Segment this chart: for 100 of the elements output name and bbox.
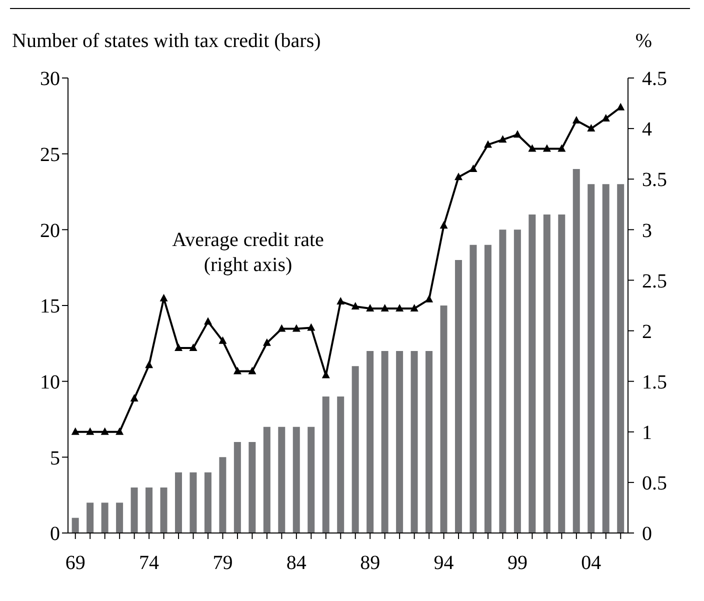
bar [617, 184, 624, 533]
x-tick-label: 04 [581, 552, 602, 574]
point [307, 323, 316, 331]
bar [86, 502, 94, 533]
point [484, 140, 492, 148]
point [528, 144, 536, 152]
bar [337, 396, 344, 533]
point [189, 343, 198, 351]
y-tick-label: 0 [50, 523, 60, 546]
x-tick-label: 74 [139, 552, 160, 574]
y2-tick-label: 3 [642, 220, 652, 242]
bar [174, 472, 182, 533]
bar [130, 488, 138, 533]
bar [263, 426, 270, 533]
bar [248, 442, 256, 533]
bar [146, 488, 153, 533]
bar [484, 244, 492, 533]
point [572, 116, 580, 124]
y-tick-label: 20 [40, 220, 60, 242]
bar [101, 502, 108, 533]
point [380, 304, 389, 312]
point [204, 317, 212, 325]
bar [558, 214, 566, 533]
y2-tick-label: 0 [642, 523, 652, 546]
x-tick-label: 79 [212, 552, 233, 574]
bar [381, 351, 388, 533]
point [410, 304, 418, 312]
bar [528, 214, 536, 533]
bar [410, 351, 418, 533]
bar [278, 426, 286, 533]
bar [440, 306, 448, 533]
y2-tick-label: 0.5 [642, 472, 667, 495]
y-tick-label: 15 [40, 296, 60, 318]
y2-axis-title: % [635, 30, 652, 53]
y-tick-label: 5 [50, 447, 60, 470]
x-tick-label: 84 [286, 552, 306, 574]
point [513, 130, 522, 138]
point [174, 343, 183, 351]
bar [470, 244, 477, 533]
point [587, 124, 596, 132]
point [116, 427, 124, 435]
point [248, 366, 256, 374]
y-tick-label: 25 [40, 144, 60, 166]
point [130, 394, 138, 402]
y2-tick-label: 4 [642, 118, 652, 141]
point [440, 221, 448, 229]
point [322, 370, 330, 378]
bar [292, 426, 300, 533]
bar [190, 472, 197, 533]
bar [116, 502, 124, 533]
y-axis-title: Number of states with tax credit (bars) [12, 30, 321, 53]
point [469, 164, 478, 172]
y-tick-label: 30 [40, 68, 60, 90]
bar [72, 518, 79, 533]
point [86, 427, 94, 435]
y2-tick-label: 1 [642, 422, 652, 444]
bar [366, 351, 374, 533]
bar [588, 184, 595, 533]
point [498, 135, 507, 143]
x-tick-label: 99 [507, 552, 528, 574]
bar [454, 260, 462, 533]
y2-tick-label: 4.5 [642, 68, 667, 90]
x-tick-label: 89 [360, 552, 380, 574]
point [292, 324, 300, 332]
y2-tick-label: 1.5 [642, 371, 667, 394]
point [71, 427, 80, 435]
x-tick-label: 69 [65, 552, 86, 574]
bar [396, 351, 404, 533]
point [616, 102, 625, 110]
bar [308, 426, 315, 533]
bar [322, 396, 330, 533]
bar [514, 230, 521, 533]
annotation: Average credit rate (right axis) [171, 228, 325, 278]
point [542, 144, 551, 152]
point [454, 172, 463, 180]
x-tick-label: 94 [434, 552, 454, 574]
point [425, 294, 434, 302]
point [336, 296, 345, 304]
bar [234, 442, 241, 533]
bar [352, 366, 359, 533]
point [218, 336, 227, 344]
point [160, 294, 168, 302]
bar [543, 214, 550, 533]
bar [219, 457, 226, 533]
bar [602, 184, 610, 533]
bar [204, 472, 212, 533]
y-tick-label: 10 [40, 371, 60, 394]
point [100, 427, 109, 435]
bar [572, 169, 580, 533]
point [351, 302, 360, 310]
point [558, 144, 566, 152]
point [396, 304, 404, 312]
point [233, 366, 242, 374]
bar [426, 351, 433, 533]
bar [499, 230, 506, 533]
bar [160, 488, 168, 533]
y2-tick-label: 3.5 [642, 169, 667, 192]
point [366, 304, 374, 312]
y2-tick-label: 2.5 [642, 270, 667, 292]
y2-tick-label: 2 [642, 320, 652, 343]
